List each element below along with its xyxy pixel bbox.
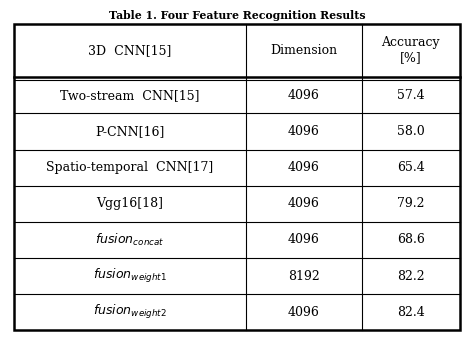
Text: P-CNN[16]: P-CNN[16] [95,125,165,138]
Text: Accuracy
[%]: Accuracy [%] [382,36,440,64]
Text: 3D  CNN[15]: 3D CNN[15] [88,44,172,57]
Text: 4096: 4096 [288,125,320,138]
Text: 4096: 4096 [288,89,320,102]
Text: 79.2: 79.2 [397,197,425,210]
Text: 65.4: 65.4 [397,161,425,174]
Text: 68.6: 68.6 [397,234,425,246]
Text: Spatio-temporal  CNN[17]: Spatio-temporal CNN[17] [46,161,214,174]
Text: 4096: 4096 [288,197,320,210]
Text: 4096: 4096 [288,234,320,246]
Text: Dimension: Dimension [270,44,337,57]
Text: 82.2: 82.2 [397,270,425,282]
Text: 57.4: 57.4 [397,89,425,102]
Text: 82.4: 82.4 [397,306,425,319]
Text: $fusion_{weight2}$: $fusion_{weight2}$ [93,303,167,321]
Text: 4096: 4096 [288,161,320,174]
Text: 58.0: 58.0 [397,125,425,138]
Text: Two-stream  CNN[15]: Two-stream CNN[15] [60,89,200,102]
Text: 4096: 4096 [288,306,320,319]
Text: $fusion_{concat}$: $fusion_{concat}$ [95,232,165,248]
Text: Table 1. Four Feature Recognition Results: Table 1. Four Feature Recognition Result… [109,10,365,21]
Text: $fusion_{weight1}$: $fusion_{weight1}$ [93,267,167,285]
Text: Vgg16[18]: Vgg16[18] [97,197,164,210]
Text: 8192: 8192 [288,270,319,282]
